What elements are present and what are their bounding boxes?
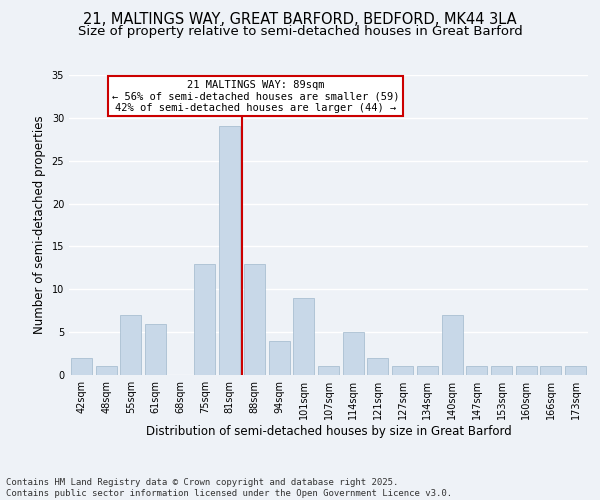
Bar [95,366,116,375]
Text: Contains HM Land Registry data © Crown copyright and database right 2025.
Contai: Contains HM Land Registry data © Crown c… [6,478,452,498]
Bar [565,366,586,375]
X-axis label: Distribution of semi-detached houses by size in Great Barford: Distribution of semi-detached houses by … [146,425,511,438]
Bar [71,358,92,375]
Bar [120,315,141,375]
Bar [293,298,314,375]
Bar [145,324,166,375]
Text: 21, MALTINGS WAY, GREAT BARFORD, BEDFORD, MK44 3LA: 21, MALTINGS WAY, GREAT BARFORD, BEDFORD… [83,12,517,28]
Bar [367,358,388,375]
Bar [491,366,512,375]
Bar [417,366,438,375]
Y-axis label: Number of semi-detached properties: Number of semi-detached properties [33,116,46,334]
Bar [516,366,537,375]
Bar [318,366,339,375]
Bar [219,126,240,375]
Text: 21 MALTINGS WAY: 89sqm
← 56% of semi-detached houses are smaller (59)
42% of sem: 21 MALTINGS WAY: 89sqm ← 56% of semi-det… [112,80,400,112]
Bar [343,332,364,375]
Bar [392,366,413,375]
Bar [442,315,463,375]
Bar [194,264,215,375]
Bar [244,264,265,375]
Bar [269,340,290,375]
Bar [541,366,562,375]
Text: Size of property relative to semi-detached houses in Great Barford: Size of property relative to semi-detach… [77,25,523,38]
Bar [466,366,487,375]
